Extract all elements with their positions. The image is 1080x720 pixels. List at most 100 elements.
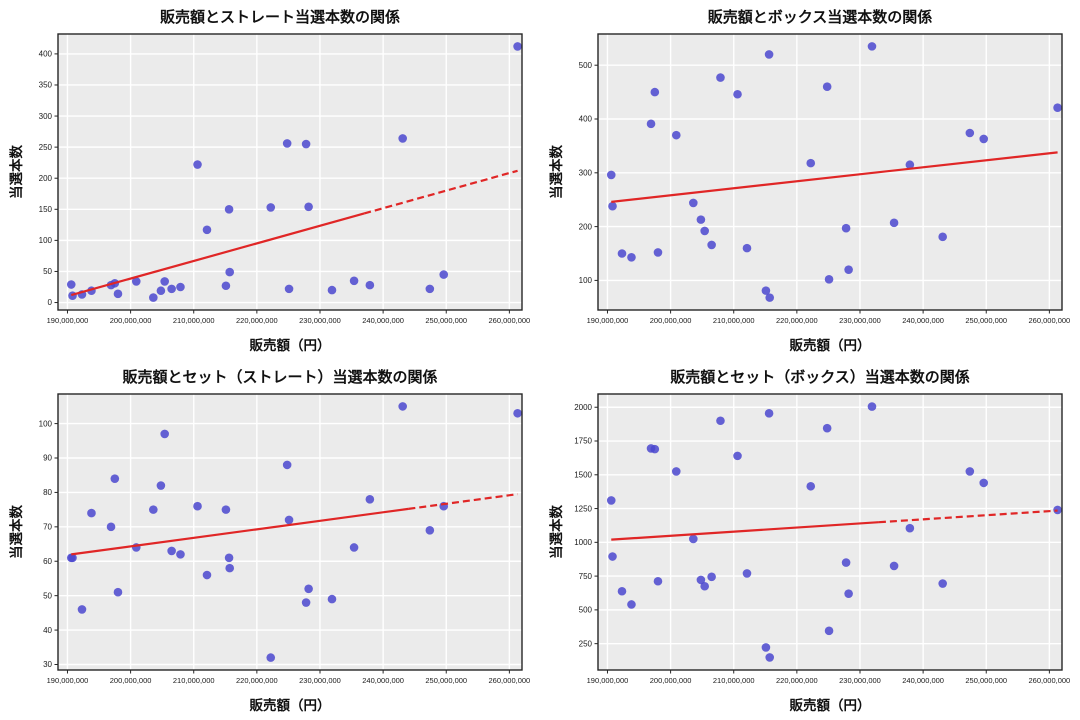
axes-frame xyxy=(597,393,1063,671)
data-point xyxy=(627,600,636,609)
subplot-set-straight-wins: 190,000,000 200,000,000 210,000,000 220,000… xyxy=(0,360,540,720)
y-tick-label: 70 xyxy=(43,523,52,532)
chart-title-box: 販売額とボックス当選本数の関係 xyxy=(707,9,933,26)
data-point xyxy=(742,243,752,253)
x-axis-label-set-box: 販売額（円） xyxy=(789,698,871,713)
data-point xyxy=(696,215,706,224)
regression-line xyxy=(611,151,1058,203)
y-tick-label: 2000 xyxy=(574,403,592,412)
x-tick-label: 250,000,000 xyxy=(425,316,467,325)
x-tick-label: 230,000,000 xyxy=(299,676,341,685)
x-tick-label: 260,000,000 xyxy=(489,316,531,325)
x-tick-label: 200,000,000 xyxy=(650,316,692,325)
chart-title-set-box: 販売額とセット（ボックス）当選本数の関係 xyxy=(670,369,970,386)
data-point xyxy=(398,134,407,143)
data-point xyxy=(221,281,231,291)
axes-frame xyxy=(597,33,1063,311)
y-tick-label: 1500 xyxy=(574,470,592,479)
data-point xyxy=(1053,505,1062,515)
x-tick-label: 200,000,000 xyxy=(650,676,692,685)
x-tick-label: 190,000,000 xyxy=(587,676,629,685)
data-point xyxy=(733,89,742,99)
data-point xyxy=(650,87,660,97)
data-point xyxy=(284,515,294,525)
data-point xyxy=(327,594,337,604)
x-tick-label: 230,000,000 xyxy=(839,316,881,325)
x-tick-label: 220,000,000 xyxy=(236,316,278,325)
x-tick-label: 250,000,000 xyxy=(965,316,1007,325)
regression-line xyxy=(71,493,518,556)
data-point xyxy=(824,275,834,284)
data-point xyxy=(301,139,311,149)
data-point xyxy=(689,534,698,544)
data-point xyxy=(650,444,660,454)
data-point xyxy=(221,505,231,514)
y-tick-label: 100 xyxy=(39,419,53,428)
data-point xyxy=(844,589,853,598)
data-point xyxy=(193,160,202,169)
x-tick-label: 190,000,000 xyxy=(47,676,89,685)
y-tick-label: 150 xyxy=(39,205,53,214)
data-point xyxy=(889,218,899,228)
data-point xyxy=(160,429,169,439)
data-point xyxy=(224,553,234,563)
data-point xyxy=(938,579,947,588)
x-axis-label-straight: 販売額（円） xyxy=(249,338,331,353)
data-point xyxy=(225,267,235,277)
scatter-points xyxy=(606,402,1062,662)
data-point xyxy=(266,203,276,212)
data-point xyxy=(113,289,123,299)
x-tick-label: 260,000,000 xyxy=(489,676,531,685)
y-tick-label: 200 xyxy=(39,174,53,183)
y-axis-label-set-straight: 当選本数 xyxy=(9,505,24,559)
data-point xyxy=(938,232,947,242)
data-point xyxy=(202,225,212,235)
x-tick-label: 200,000,000 xyxy=(110,676,152,685)
data-point xyxy=(671,130,681,140)
y-tick-label: 250 xyxy=(39,143,53,152)
plot-area xyxy=(58,394,522,670)
x-axis-ticks: 190,000,000 200,000,000 210,000,000 220,000… xyxy=(47,310,531,325)
chart-title-set-straight: 販売額とセット（ストレート）当選本数の関係 xyxy=(122,369,438,386)
data-point xyxy=(193,501,202,511)
y-tick-label: 40 xyxy=(43,626,52,635)
y-axis-ticks: 100 200 300 400 500 xyxy=(579,61,598,285)
x-tick-label: 260,000,000 xyxy=(1029,316,1071,325)
data-point xyxy=(765,293,775,302)
y-tick-label: 1250 xyxy=(574,504,592,513)
data-point xyxy=(167,546,176,556)
y-tick-label: 400 xyxy=(39,50,53,59)
data-point xyxy=(844,265,853,274)
x-tick-label: 200,000,000 xyxy=(110,316,152,325)
data-point xyxy=(282,460,292,470)
data-point xyxy=(841,223,851,233)
y-tick-label: 350 xyxy=(39,81,53,90)
scatter-plot-box: 190,000,000 200,000,000 210,000,000 220,000… xyxy=(579,33,1071,325)
x-axis-ticks: 190,000,000 200,000,000 210,000,000 220,000… xyxy=(47,670,531,685)
data-point xyxy=(889,561,899,571)
gridlines xyxy=(58,394,522,670)
data-point xyxy=(824,626,834,636)
x-tick-label: 190,000,000 xyxy=(47,316,89,325)
data-point xyxy=(87,508,96,518)
data-point xyxy=(266,653,276,662)
y-tick-label: 250 xyxy=(579,639,593,648)
data-point xyxy=(965,467,975,476)
y-axis-ticks: 0 50 100 150 200 250 300 350 400 xyxy=(39,50,58,307)
data-point xyxy=(627,252,636,262)
y-tick-label: 500 xyxy=(579,606,593,615)
data-point xyxy=(689,198,698,208)
x-tick-label: 240,000,000 xyxy=(902,676,944,685)
data-point xyxy=(653,576,663,586)
data-point xyxy=(841,558,851,567)
y-axis-label-straight: 当選本数 xyxy=(9,145,24,199)
data-point xyxy=(700,226,709,236)
data-point xyxy=(439,270,449,279)
data-point xyxy=(110,474,120,483)
data-point xyxy=(425,284,435,294)
y-tick-label: 400 xyxy=(579,115,593,124)
subplot-set-box-wins: 190,000,000 200,000,000 210,000,000 220,000… xyxy=(540,360,1080,720)
data-point xyxy=(304,584,313,594)
data-point xyxy=(608,201,617,211)
data-point xyxy=(349,276,359,286)
